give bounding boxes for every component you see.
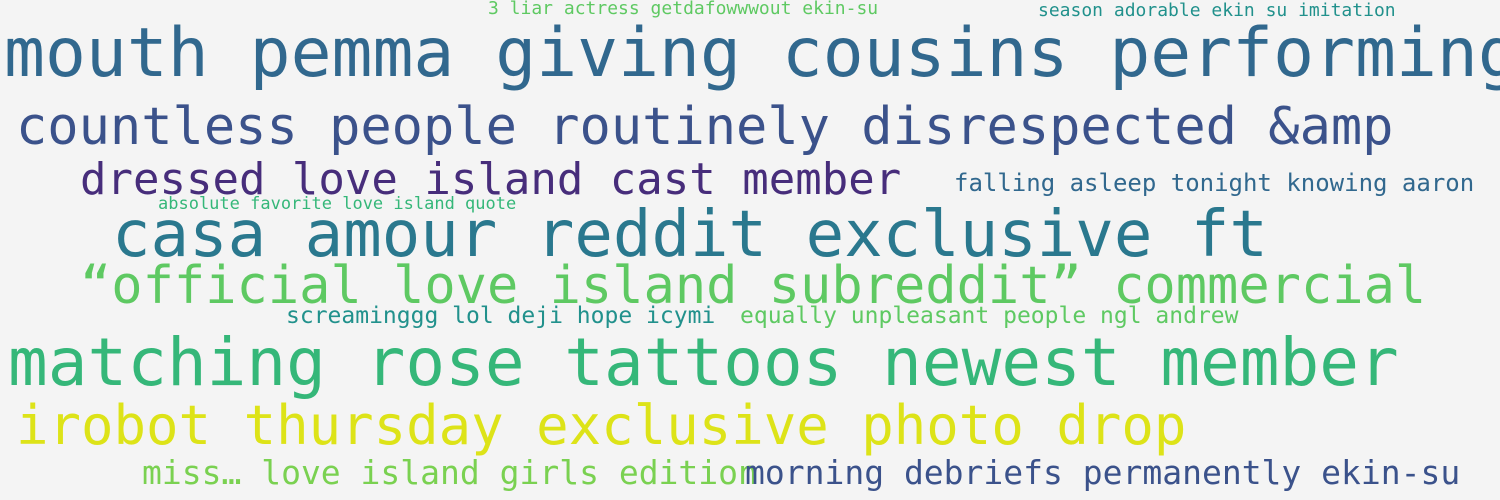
phrase-liar-actress: 3 liar actress getdafowwwout ekin-su [488,0,879,19]
phrase-screaminggg: screaminggg lol deji hope icymi [286,303,716,329]
phrase-official-subreddit: “official love island subreddit” commerc… [80,256,1427,316]
phrase-miss-love-island: miss… love island girls edition [142,453,758,492]
phrase-matching-rose: matching rose tattoos newest member [8,324,1399,401]
phrase-equally-unpleasant: equally unpleasant people ngl andrew [740,303,1239,329]
phrase-dressed-love-island: dressed love island cast member [80,154,902,205]
phrase-mouth-pemma: mouth pemma giving cousins performing [4,14,1500,93]
phrase-casa-amour: casa amour reddit exclusive ft [112,198,1268,272]
phrase-season-adorable: season adorable ekin su imitation [1038,0,1396,21]
phrase-absolute-favorite: absolute favorite love island quote [158,194,517,214]
phrase-irobot-thursday: irobot thursday exclusive photo drop [16,394,1187,457]
phrase-morning-debriefs: morning debriefs permanently ekin-su [745,453,1461,492]
phrase-falling-asleep: falling asleep tonight knowing aaron [954,169,1475,197]
phrase-countless-people: countless people routinely disrespected … [16,97,1394,157]
